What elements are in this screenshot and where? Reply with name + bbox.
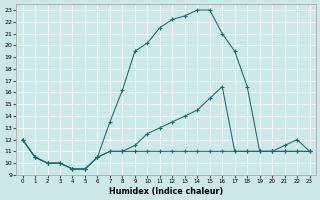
X-axis label: Humidex (Indice chaleur): Humidex (Indice chaleur) — [109, 187, 223, 196]
